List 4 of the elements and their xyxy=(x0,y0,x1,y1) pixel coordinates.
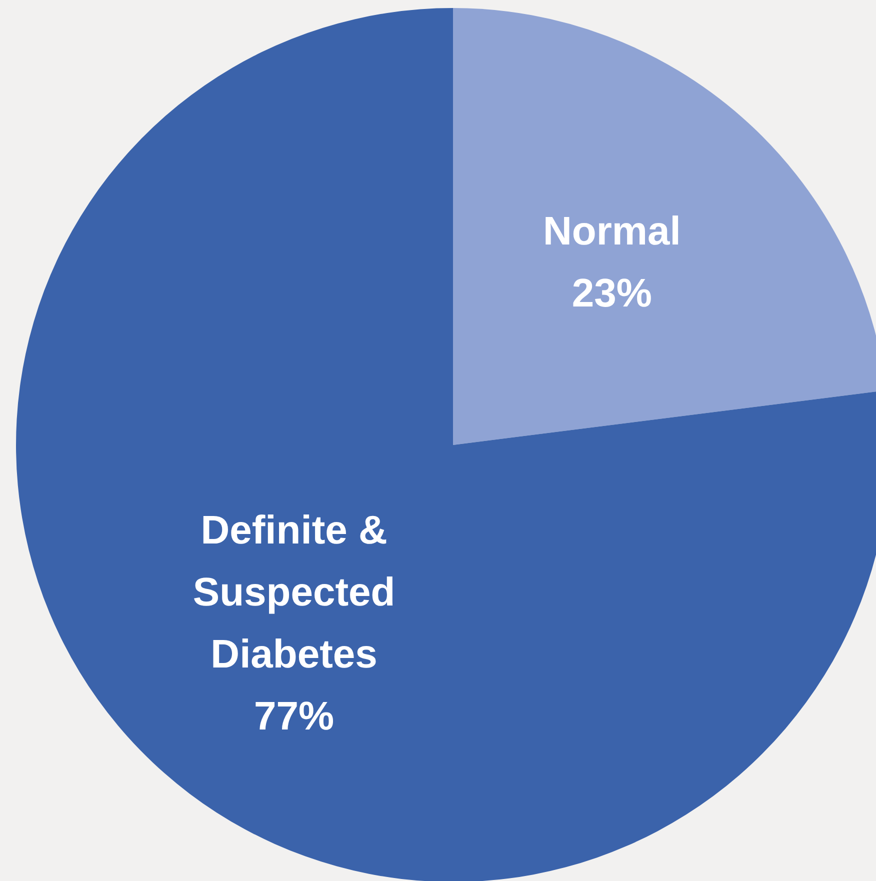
data-label: 77% xyxy=(254,694,334,738)
data-label: 23% xyxy=(572,272,652,316)
slice-label: Normal xyxy=(543,210,681,254)
slice-label: Definite & Suspected Diabetes xyxy=(192,508,396,676)
